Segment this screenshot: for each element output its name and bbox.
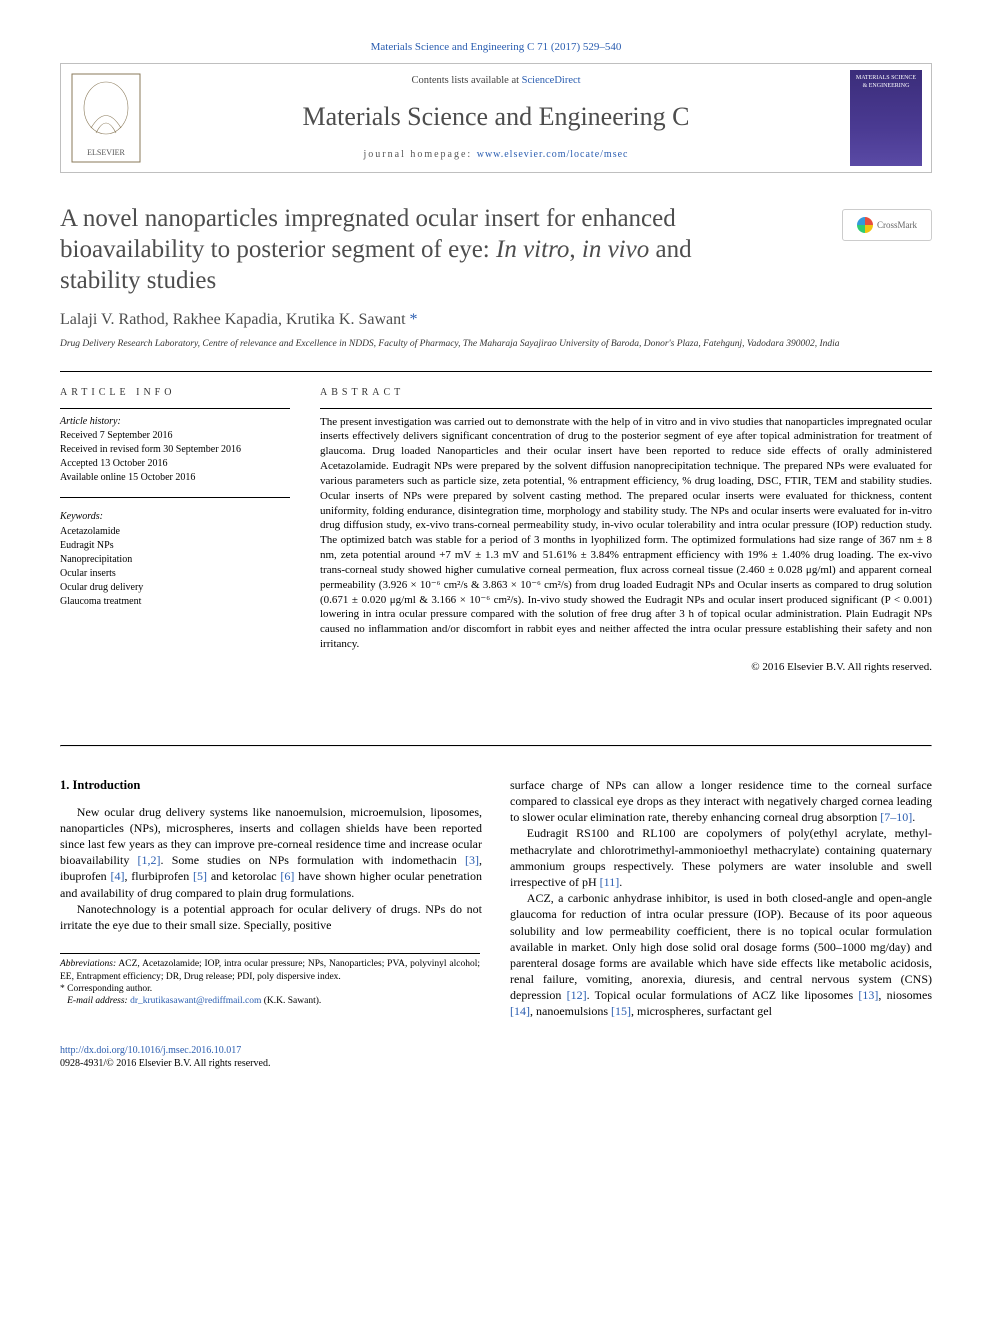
title-line-2c: and — [649, 236, 691, 263]
bottom-bar: http://dx.doi.org/10.1016/j.msec.2016.10… — [60, 1044, 932, 1071]
authors-names: Lalaji V. Rathod, Rakhee Kapadia, Krutik… — [60, 311, 410, 328]
contents-lists-line: Contents lists available at ScienceDirec… — [411, 74, 580, 88]
keyword-5: Ocular drug delivery — [60, 582, 143, 593]
rule-top — [60, 371, 932, 372]
ref-3[interactable]: [3] — [465, 853, 479, 867]
ref-11[interactable]: [11] — [600, 875, 620, 889]
keyword-6: Glaucoma treatment — [60, 596, 141, 607]
c2p3-d: , nanoemulsions — [530, 1004, 611, 1018]
corresponding-note: * Corresponding author. — [60, 983, 480, 995]
title-line-2a: bioavailability to posterior segment of … — [60, 236, 496, 263]
journal-cover-thumb: MATERIALS SCIENCE & ENGINEERING — [850, 70, 922, 166]
history-online: Available online 15 October 2016 — [60, 472, 195, 483]
c2p3-b: . Topical ocular formulations of ACZ lik… — [587, 988, 859, 1002]
crossmark-icon — [857, 217, 873, 233]
abstract-label: ABSTRACT — [320, 386, 932, 400]
info-divider-2 — [60, 497, 290, 498]
affiliation: Drug Delivery Research Laboratory, Centr… — [60, 338, 932, 351]
c2p3-c: , niosomes — [878, 988, 932, 1002]
corresponding-star-link[interactable]: * — [410, 311, 418, 328]
c2p1-b: . — [912, 810, 915, 824]
ref-7-10[interactable]: [7–10] — [880, 810, 912, 824]
body-columns: 1. Introduction New ocular drug delivery… — [60, 777, 932, 1020]
abstract-divider — [320, 408, 932, 409]
abbrev-label: Abbreviations: — [60, 959, 116, 969]
column-left: 1. Introduction New ocular drug delivery… — [60, 777, 482, 1020]
footnotes: Abbreviations: ACZ, Acetazolamide; IOP, … — [60, 953, 480, 1007]
title-line-2b: , — [569, 236, 582, 263]
info-divider-1 — [60, 408, 290, 409]
c2p2-b: . — [619, 875, 622, 889]
ref-12[interactable]: [12] — [567, 988, 587, 1002]
contents-prefix: Contents lists available at — [411, 75, 521, 86]
article-info-column: ARTICLE INFO Article history: Received 7… — [60, 386, 290, 675]
crossmark-badge[interactable]: CrossMark — [842, 209, 932, 241]
ref-13[interactable]: [13] — [858, 988, 878, 1002]
abbrev-body: ACZ, Acetazolamide; IOP, intra ocular pr… — [60, 959, 480, 981]
journal-name: Materials Science and Engineering C — [303, 99, 690, 134]
rule-after-abstract — [60, 745, 932, 747]
ref-15[interactable]: [15] — [611, 1004, 631, 1018]
keyword-4: Ocular inserts — [60, 568, 116, 579]
journal-cover: MATERIALS SCIENCE & ENGINEERING — [841, 64, 931, 172]
email-label: E-mail address: — [67, 996, 130, 1006]
authors-line: Lalaji V. Rathod, Rakhee Kapadia, Krutik… — [60, 309, 932, 331]
copyright-line: © 2016 Elsevier B.V. All rights reserved… — [320, 660, 932, 675]
journal-citation-link[interactable]: Materials Science and Engineering C 71 (… — [60, 40, 932, 55]
elsevier-logo: ELSEVIER — [61, 64, 151, 172]
c1p1-e: and ketorolac — [207, 869, 280, 883]
abstract-column: ABSTRACT The present investigation was c… — [320, 386, 932, 675]
ref-14[interactable]: [14] — [510, 1004, 530, 1018]
ref-5[interactable]: [5] — [193, 869, 207, 883]
keyword-2: Eudragit NPs — [60, 540, 114, 551]
keyword-3: Nanoprecipitation — [60, 554, 132, 565]
doi-link[interactable]: http://dx.doi.org/10.1016/j.msec.2016.10… — [60, 1045, 241, 1056]
c2p3-a: ACZ, a carbonic anhydrase inhibitor, is … — [510, 891, 932, 1002]
article-info-label: ARTICLE INFO — [60, 386, 290, 400]
c2p3-e: , microspheres, surfactant gel — [631, 1004, 772, 1018]
c1p1-d: , flurbiprofen — [124, 869, 193, 883]
keywords-label: Keywords: — [60, 510, 290, 524]
sciencedirect-link[interactable]: ScienceDirect — [522, 75, 581, 86]
article-title: A novel nanoparticles impregnated ocular… — [60, 203, 842, 297]
issn-copyright: 0928-4931/© 2016 Elsevier B.V. All right… — [60, 1058, 270, 1069]
keywords-block: Keywords: Acetazolamide Eudragit NPs Nan… — [60, 510, 290, 609]
abstract-body: The present investigation was carried ou… — [320, 415, 932, 653]
history-label: Article history: — [60, 416, 121, 427]
c1p2: Nanotechnology is a potential approach f… — [60, 901, 482, 933]
column-right: surface charge of NPs can allow a longer… — [510, 777, 932, 1020]
title-line-3: stability studies — [60, 267, 216, 294]
email-suffix: (K.K. Sawant). — [261, 996, 321, 1006]
homepage-link[interactable]: www.elsevier.com/locate/msec — [477, 149, 629, 160]
ref-1-2[interactable]: [1,2] — [138, 853, 161, 867]
article-history: Article history: Received 7 September 20… — [60, 415, 290, 485]
email-link[interactable]: dr_krutikasawant@rediffmail.com — [130, 996, 261, 1006]
homepage-line: journal homepage: www.elsevier.com/locat… — [364, 148, 629, 162]
title-line-1: A novel nanoparticles impregnated ocular… — [60, 205, 676, 232]
c2p2-a: Eudragit RS100 and RL100 are copolymers … — [510, 826, 932, 889]
title-italic-2: in vivo — [582, 236, 649, 263]
ref-4[interactable]: [4] — [110, 869, 124, 883]
intro-heading: 1. Introduction — [60, 777, 482, 794]
c1p1-b: . Some studies on NPs formulation with i… — [161, 853, 465, 867]
homepage-prefix: journal homepage: — [364, 149, 477, 160]
history-revised: Received in revised form 30 September 20… — [60, 444, 241, 455]
header-center: Contents lists available at ScienceDirec… — [151, 64, 841, 172]
c2p1-a: surface charge of NPs can allow a longer… — [510, 778, 932, 824]
history-received: Received 7 September 2016 — [60, 430, 172, 441]
crossmark-label: CrossMark — [877, 219, 917, 231]
journal-header: ELSEVIER Contents lists available at Sci… — [60, 63, 932, 173]
history-accepted: Accepted 13 October 2016 — [60, 458, 167, 469]
title-italic-1: In vitro — [496, 236, 569, 263]
keyword-1: Acetazolamide — [60, 526, 120, 537]
svg-text:ELSEVIER: ELSEVIER — [87, 148, 125, 157]
ref-6[interactable]: [6] — [280, 869, 294, 883]
